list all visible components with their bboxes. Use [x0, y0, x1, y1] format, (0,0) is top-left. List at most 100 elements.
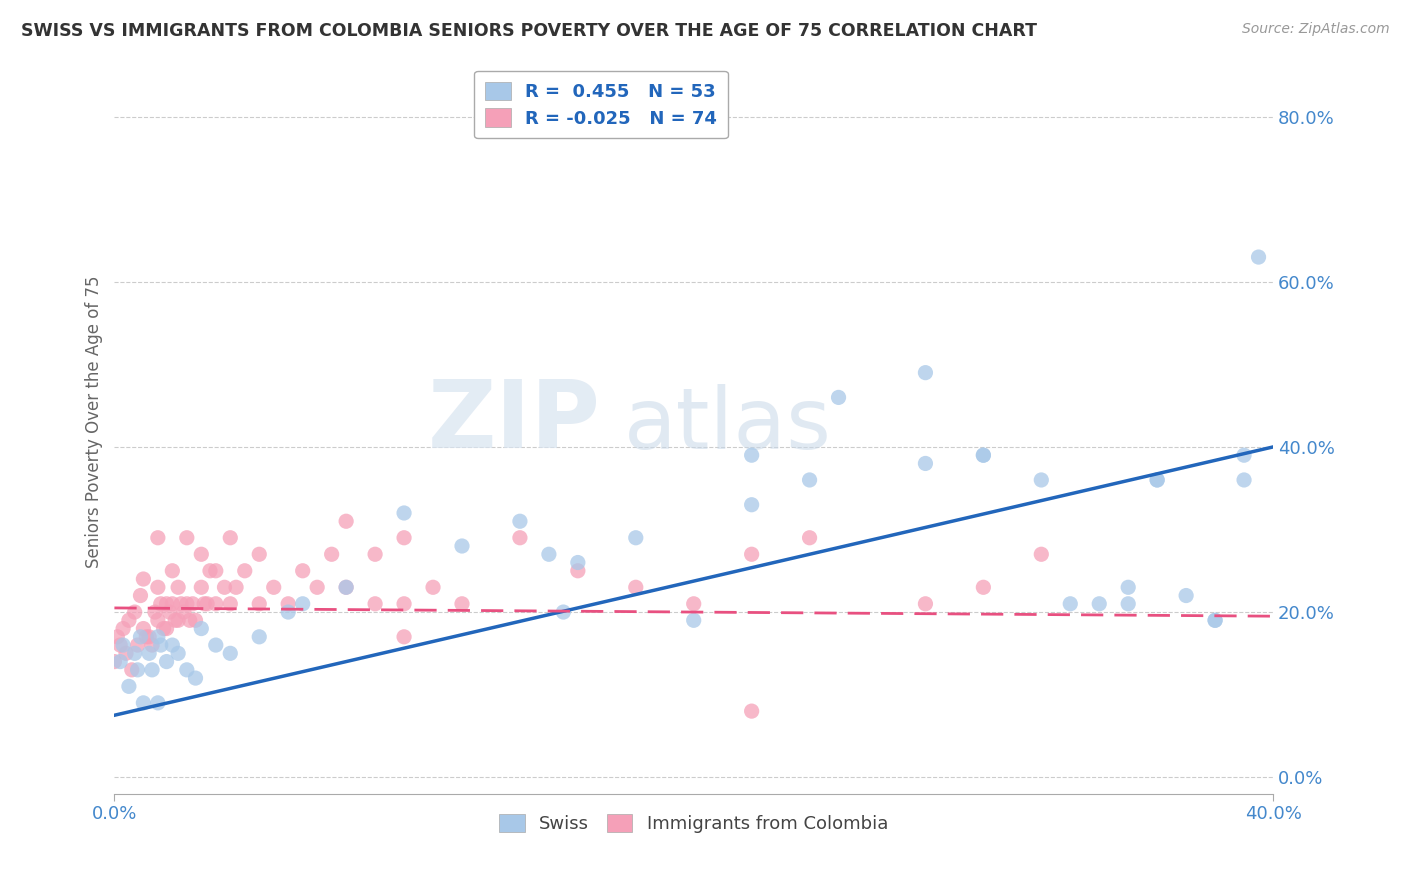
Point	[392, 531, 415, 545]
Point	[225, 580, 247, 594]
Point	[277, 597, 299, 611]
Point	[1116, 597, 1139, 611]
Point	[141, 663, 163, 677]
Point	[105, 630, 128, 644]
Point	[204, 597, 226, 611]
Point	[167, 646, 190, 660]
Point	[624, 531, 647, 545]
Point	[364, 597, 387, 611]
Point	[567, 556, 589, 570]
Point	[307, 580, 329, 594]
Point	[277, 605, 299, 619]
Point	[1247, 250, 1270, 264]
Point	[972, 580, 994, 594]
Point	[165, 613, 187, 627]
Point	[247, 547, 270, 561]
Point	[179, 613, 201, 627]
Point	[741, 704, 763, 718]
Point	[335, 580, 357, 594]
Point	[682, 597, 704, 611]
Point	[135, 630, 157, 644]
Point	[190, 547, 212, 561]
Point	[152, 622, 174, 636]
Text: ZIP: ZIP	[429, 376, 600, 468]
Point	[118, 679, 141, 693]
Point	[138, 646, 160, 660]
Point	[335, 580, 357, 594]
Point	[162, 638, 184, 652]
Point	[167, 613, 190, 627]
Point	[422, 580, 444, 594]
Point	[129, 630, 152, 644]
Point	[1088, 597, 1111, 611]
Point	[247, 630, 270, 644]
Point	[159, 605, 181, 619]
Point	[198, 564, 221, 578]
Point	[155, 655, 177, 669]
Point	[108, 638, 131, 652]
Point	[190, 622, 212, 636]
Point	[146, 696, 169, 710]
Point	[108, 655, 131, 669]
Point	[170, 597, 193, 611]
Point	[914, 366, 936, 380]
Point	[553, 605, 575, 619]
Point	[1204, 613, 1226, 627]
Point	[1204, 613, 1226, 627]
Point	[509, 531, 531, 545]
Point	[112, 622, 135, 636]
Point	[138, 630, 160, 644]
Point	[118, 613, 141, 627]
Point	[167, 580, 190, 594]
Point	[219, 531, 242, 545]
Point	[827, 391, 849, 405]
Point	[1233, 448, 1256, 462]
Point	[682, 613, 704, 627]
Text: Source: ZipAtlas.com: Source: ZipAtlas.com	[1241, 22, 1389, 37]
Point	[247, 597, 270, 611]
Point	[567, 564, 589, 578]
Point	[741, 498, 763, 512]
Point	[624, 580, 647, 594]
Point	[214, 580, 236, 594]
Point	[972, 448, 994, 462]
Point	[1031, 547, 1053, 561]
Point	[1059, 597, 1081, 611]
Point	[799, 473, 821, 487]
Point	[219, 597, 242, 611]
Point	[146, 580, 169, 594]
Point	[1233, 473, 1256, 487]
Point	[219, 646, 242, 660]
Point	[204, 638, 226, 652]
Point	[233, 564, 256, 578]
Point	[176, 663, 198, 677]
Point	[1031, 473, 1053, 487]
Point	[121, 663, 143, 677]
Point	[204, 564, 226, 578]
Point	[1146, 473, 1168, 487]
Text: atlas: atlas	[624, 384, 832, 467]
Point	[115, 646, 138, 660]
Legend: R =  0.455   N = 53, R = -0.025   N = 74: R = 0.455 N = 53, R = -0.025 N = 74	[474, 70, 728, 138]
Point	[741, 547, 763, 561]
Point	[146, 531, 169, 545]
Point	[392, 597, 415, 611]
Text: SWISS VS IMMIGRANTS FROM COLOMBIA SENIORS POVERTY OVER THE AGE OF 75 CORRELATION: SWISS VS IMMIGRANTS FROM COLOMBIA SENIOR…	[21, 22, 1038, 40]
Point	[914, 597, 936, 611]
Point	[181, 597, 204, 611]
Point	[195, 597, 218, 611]
Point	[799, 531, 821, 545]
Point	[149, 597, 172, 611]
Point	[112, 638, 135, 652]
Point	[124, 605, 146, 619]
Y-axis label: Seniors Poverty Over the Age of 75: Seniors Poverty Over the Age of 75	[86, 276, 103, 568]
Point	[141, 638, 163, 652]
Point	[149, 638, 172, 652]
Point	[127, 663, 149, 677]
Point	[291, 564, 314, 578]
Point	[263, 580, 285, 594]
Point	[184, 613, 207, 627]
Point	[155, 597, 177, 611]
Point	[124, 646, 146, 660]
Point	[1146, 473, 1168, 487]
